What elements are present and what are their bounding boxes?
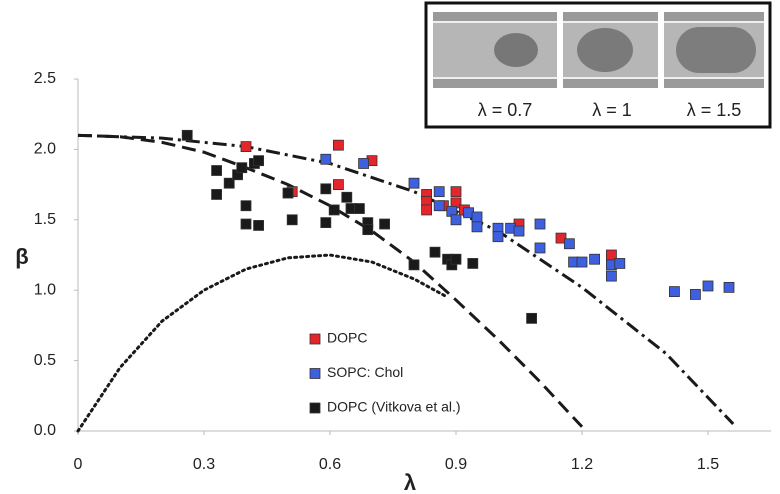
point — [555, 232, 567, 244]
point — [450, 186, 462, 198]
point — [328, 204, 340, 216]
legend-marker — [309, 402, 321, 414]
point — [513, 225, 525, 237]
point — [240, 218, 252, 230]
x-tick-label: 0.9 — [445, 456, 467, 473]
inset-label: λ = 0.7 — [478, 100, 533, 120]
point — [606, 270, 617, 282]
x-tick-label: 0.6 — [319, 456, 341, 473]
inset-label: λ = 1.5 — [687, 100, 742, 120]
point — [450, 214, 462, 226]
x-tick-label: 1.5 — [697, 456, 719, 473]
point — [223, 177, 235, 189]
y-tick-label: 1.5 — [34, 211, 56, 228]
point — [332, 179, 344, 191]
curve — [77, 133, 735, 425]
point — [433, 200, 445, 212]
point — [253, 220, 265, 231]
point — [379, 218, 391, 230]
inset-image — [433, 12, 557, 88]
point — [471, 211, 483, 223]
legend-text: DOPC — [327, 330, 367, 346]
point — [211, 165, 223, 176]
point — [723, 281, 735, 293]
point — [564, 238, 575, 250]
point — [320, 217, 332, 229]
legend-marker — [309, 368, 321, 379]
point — [589, 253, 600, 265]
point — [450, 253, 462, 265]
point — [614, 258, 626, 269]
point — [211, 189, 223, 200]
point — [421, 204, 433, 216]
curve — [76, 253, 450, 433]
x-tick-label: 1.2 — [571, 456, 593, 473]
point — [240, 200, 252, 212]
inset: λ = 0.7 λ = 1 λ = 1.5 — [424, 1, 772, 129]
point — [236, 162, 248, 174]
inset-image — [563, 12, 658, 88]
inset-label: λ = 1 — [592, 100, 632, 120]
legend-text: DOPC (Vitkova et al.) — [327, 399, 461, 415]
y-tick-label: 1.0 — [34, 281, 56, 298]
point — [669, 286, 680, 298]
point — [332, 139, 344, 151]
point — [282, 187, 294, 199]
y-tick-label: 0.0 — [34, 422, 56, 439]
point — [433, 186, 445, 198]
point — [534, 218, 546, 230]
point — [362, 224, 374, 236]
point — [320, 153, 332, 165]
x-tick-label: 0 — [74, 456, 83, 473]
curve — [77, 133, 584, 428]
point — [408, 259, 420, 271]
x-tick-label: 0.3 — [193, 456, 215, 473]
legend-text: SOPC: Chol — [327, 364, 403, 380]
point — [358, 158, 370, 169]
y-axis-title: β — [15, 244, 28, 269]
y-tick-label: 2.0 — [34, 141, 56, 158]
point — [690, 289, 701, 300]
point — [240, 141, 252, 152]
inset-image — [664, 12, 764, 88]
point — [534, 242, 546, 254]
legend-marker — [309, 333, 321, 345]
point — [353, 203, 365, 214]
point — [492, 231, 504, 243]
y-tick-label: 0.5 — [34, 352, 56, 369]
point — [576, 256, 588, 268]
point — [429, 246, 441, 258]
point — [286, 214, 298, 226]
y-tick-label: 2.5 — [34, 70, 56, 87]
point — [253, 155, 265, 167]
point — [467, 258, 479, 269]
point — [341, 191, 353, 203]
point — [408, 177, 420, 189]
point — [702, 280, 714, 292]
point — [471, 221, 483, 233]
point — [181, 129, 193, 141]
point — [526, 312, 537, 324]
point — [320, 183, 332, 195]
x-axis-title: λ — [404, 470, 416, 494]
